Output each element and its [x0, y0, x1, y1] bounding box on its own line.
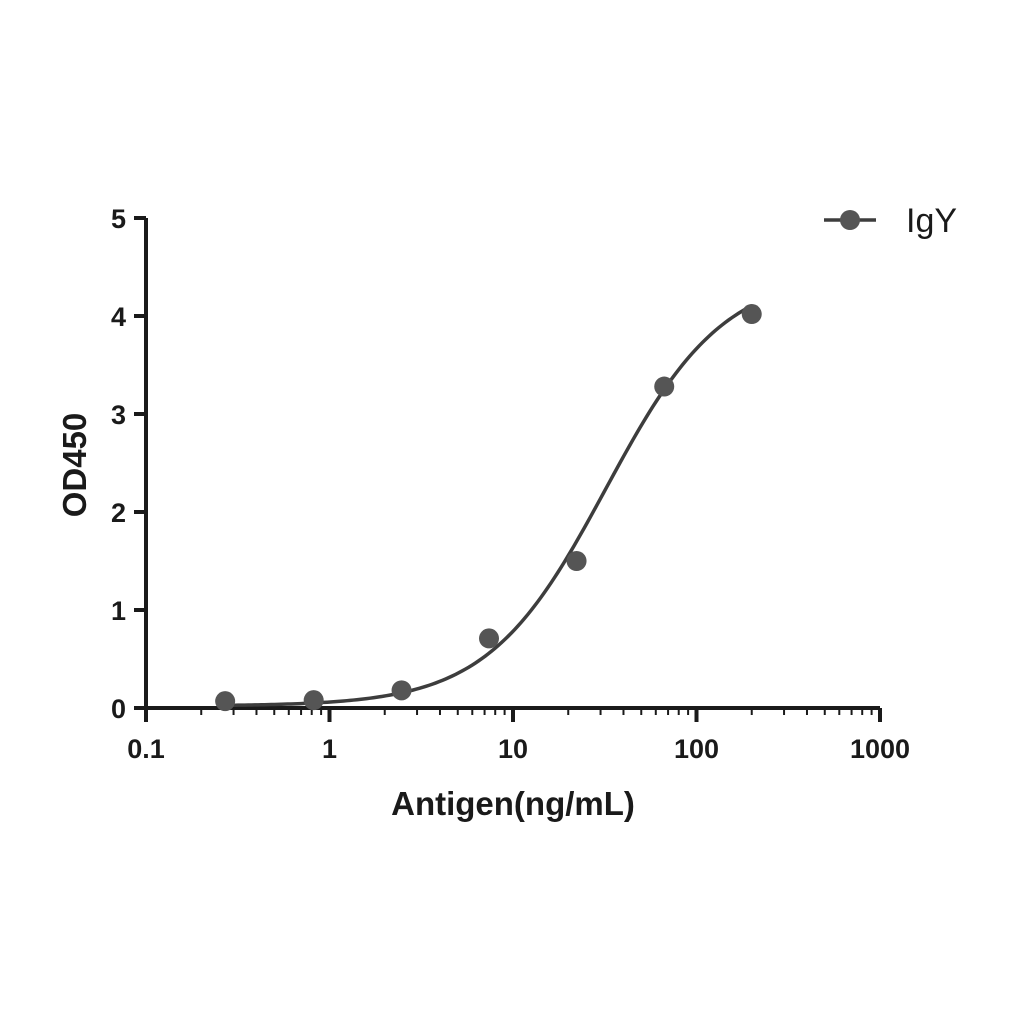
- data-point: [566, 551, 587, 571]
- axes: 0 1 2 3 4 5 0.1 1 10 100 1000: [111, 204, 910, 764]
- x-tick-label: 1: [322, 734, 337, 764]
- plot-area: [215, 304, 762, 712]
- y-tick-label: 0: [111, 694, 126, 724]
- y-tick-label: 5: [111, 204, 126, 234]
- data-point: [741, 304, 762, 325]
- legend-marker: [840, 210, 860, 230]
- y-axis-title: OD450: [56, 413, 93, 518]
- y-ticks: 0 1 2 3 4 5: [111, 204, 146, 724]
- y-tick-label: 3: [111, 400, 126, 430]
- x-ticks: 0.1 1 10 100 1000: [127, 708, 910, 764]
- data-point: [479, 628, 500, 649]
- y-tick-label: 2: [111, 498, 126, 528]
- legend: IgY: [824, 202, 957, 240]
- data-point: [391, 680, 412, 701]
- data-point: [303, 690, 324, 711]
- legend-label: IgY: [906, 202, 957, 240]
- y-tick-label: 1: [111, 596, 126, 626]
- x-tick-label: 0.1: [127, 734, 165, 764]
- data-point: [215, 691, 236, 712]
- data-point: [654, 376, 675, 397]
- x-tick-label: 10: [498, 734, 528, 764]
- y-tick-label: 4: [111, 302, 126, 332]
- x-axis-title: Antigen(ng/mL): [391, 785, 635, 822]
- x-tick-label: 1000: [850, 734, 910, 764]
- x-tick-label: 100: [674, 734, 719, 764]
